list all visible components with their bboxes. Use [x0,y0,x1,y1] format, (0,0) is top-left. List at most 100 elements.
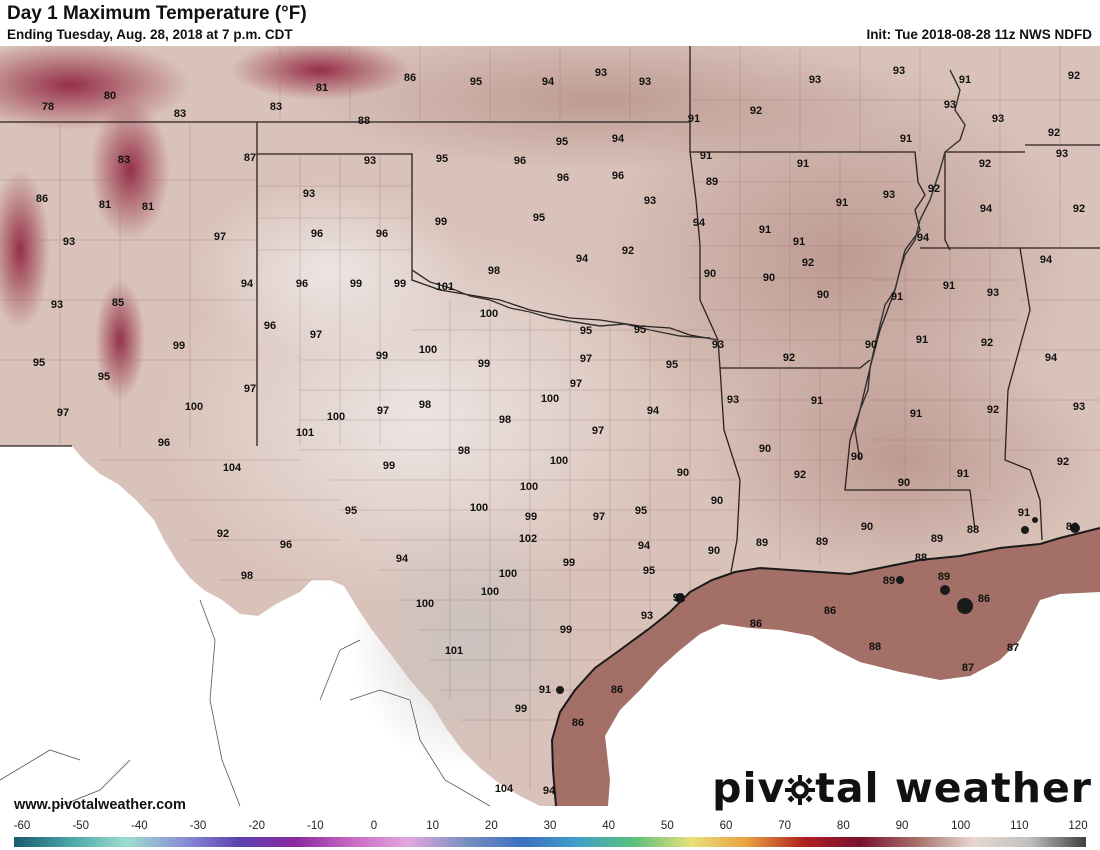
temperature-label: 93 [595,67,607,79]
mountains-west [0,170,50,330]
hot-core-panhandle [190,180,470,360]
colorbar-tick: 50 [660,820,674,832]
temperature-label: 83 [174,108,186,120]
temperature-label: 96 [612,170,624,182]
temperature-label: 87 [1007,642,1019,654]
temperature-label: 98 [458,445,470,457]
temperature-label: 91 [673,592,685,604]
temperature-label: 93 [644,195,656,207]
init-time: Init: Tue 2018-08-28 11z NWS NDFD [866,27,1092,42]
temperature-label: 90 [677,467,689,479]
temperature-label: 99 [383,460,395,472]
temperature-label: 86 [978,593,990,605]
temperature-label: 96 [280,539,292,551]
temperature-label: 100 [185,401,203,413]
temperature-label: 86 [750,618,762,630]
temperature-label: 91 [943,280,955,292]
temperature-label: 96 [264,320,276,332]
temperature-label: 93 [727,394,739,406]
temperature-label: 90 [711,495,723,507]
temperature-label: 104 [495,783,514,795]
temperature-label: 99 [394,278,406,290]
temperature-label: 93 [712,339,724,351]
colorbar-tick: 120 [1068,820,1088,832]
temperature-label: 88 [915,552,927,564]
temperature-label: 91 [1018,507,1030,519]
temperature-label: 100 [327,411,345,423]
colorbar-strip [14,837,1086,847]
temperature-label: 99 [350,278,362,290]
temperature-label: 99 [560,624,572,636]
temperature-label: 94 [1045,352,1058,364]
temperature-label: 93 [809,74,821,86]
temperature-label: 86 [404,72,416,84]
temperature-label: 94 [917,232,930,244]
colorbar-tick: 0 [370,820,378,832]
temperature-label: 89 [931,533,943,545]
mountains-colorado [90,100,170,240]
temperature-label: 101 [445,645,463,657]
temperature-label: 98 [241,570,253,582]
temperature-label: 100 [520,481,538,493]
brand-logo: piv tal weather [712,764,1092,812]
temperature-label: 90 [851,451,863,463]
temperature-label: 91 [759,224,771,236]
temperature-label: 91 [797,158,809,170]
temperature-label: 91 [900,133,912,145]
temperature-label: 86 [824,605,836,617]
temperature-label: 100 [481,586,499,598]
colorbar-tick: 100 [951,820,971,832]
temperature-label: 80 [104,90,116,102]
temperature-label: 94 [241,278,254,290]
temperature-label: 92 [794,469,806,481]
temperature-label: 78 [42,101,54,113]
gulf-coastline [550,527,1100,807]
temperature-label: 100 [416,598,434,610]
temperature-label: 100 [480,308,498,320]
temperature-label: 86 [572,717,584,729]
gear-icon [785,775,816,805]
colorbar: -60 -50 -40 -30 -20 -10 0 10 20 30 40 50 60 70 80 90 100… [0,818,1100,850]
temperature-label: 94 [576,253,589,265]
temperature-map[interactable]: 78 80 83 83 81 86 95 94 93 93 93 93 91 92 88 91 92 93 93 92… [0,46,1100,818]
warm-north [300,46,900,170]
temperature-label: 93 [893,65,905,77]
colorbar-tick: -50 [72,820,89,832]
temperature-label: 93 [1073,401,1085,413]
temperature-label: 92 [979,158,991,170]
temperature-label: 101 [436,281,454,293]
temperature-label: 93 [303,188,315,200]
temperature-label: 95 [436,153,448,165]
temperature-label: 92 [928,183,940,195]
temperature-label: 95 [470,76,482,88]
colorbar-tick: -40 [131,820,148,832]
temperature-label: 95 [533,212,545,224]
temperature-label: 83 [118,154,130,166]
colorbar-tick: -10 [307,820,324,832]
temperature-label: 99 [376,350,388,362]
temperature-label: 98 [419,399,431,411]
temperature-labels: 78 80 83 83 81 86 95 94 93 93 93 93 91 92 88 91 92 93 93 92… [33,65,1085,797]
temperature-label: 85 [112,297,124,309]
temperature-label: 99 [525,511,537,523]
temperature-label: 94 [647,405,660,417]
gulf-band [552,528,1100,806]
temperature-label: 100 [541,393,559,405]
temperature-label: 100 [499,568,517,580]
temperature-label: 91 [957,468,969,480]
temperature-label: 94 [543,785,556,797]
temperature-label: 91 [811,395,823,407]
temperature-label: 87 [962,662,974,674]
temperature-label: 96 [296,278,308,290]
bays [556,517,1080,694]
colorbar-tick: -60 [13,820,31,832]
temperature-label: 100 [550,455,568,467]
temperature-label: 81 [99,199,111,211]
temperature-label: 88 [358,115,370,127]
site-url[interactable]: www.pivotalweather.com [14,797,186,813]
temperature-label: 93 [63,236,75,248]
temperature-label: 93 [987,287,999,299]
temperature-label: 91 [959,74,971,86]
temperature-label: 95 [666,359,678,371]
temperature-label: 94 [638,540,651,552]
